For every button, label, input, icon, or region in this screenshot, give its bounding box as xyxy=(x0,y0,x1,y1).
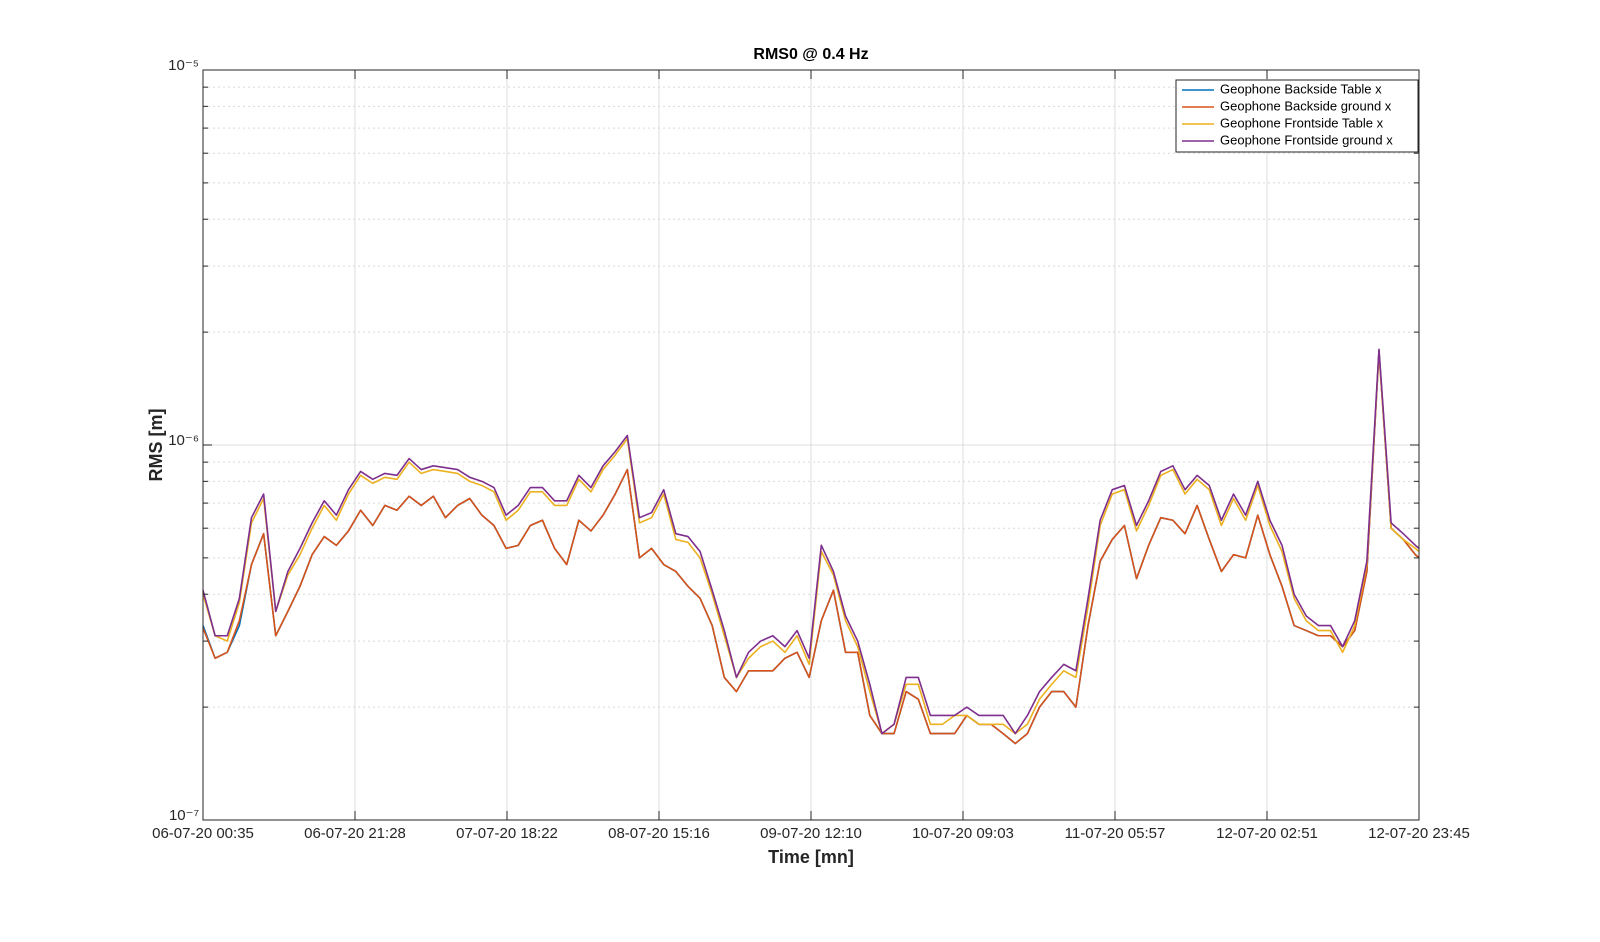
y-axis-label: RMS [m] xyxy=(146,409,166,482)
x-tick-label: 06-07-20 00:35 xyxy=(152,825,254,842)
legend-box xyxy=(1175,79,1419,153)
y-tick-label: 10⁻⁷ xyxy=(169,807,199,824)
legend-label: Geophone Frontside Table x xyxy=(1220,115,1384,130)
chart-title: RMS0 @ 0.4 Hz xyxy=(753,46,868,63)
x-tick-label: 11-07-20 05:57 xyxy=(1065,825,1166,842)
legend-label: Geophone Backside ground x xyxy=(1220,98,1392,113)
x-tick-label: 08-07-20 15:16 xyxy=(608,825,710,842)
axes: 10⁻⁷ 10⁻⁶ 10⁻⁵ 06-07-20 00:35 06-07-20 21:28… xyxy=(152,57,1470,842)
y-tick-label: 10⁻⁵ xyxy=(168,57,199,74)
x-tick-label: 07-07-20 18:22 xyxy=(456,825,558,842)
x-tick-label: 10-07-20 09:03 xyxy=(912,825,1014,842)
x-tick-label: 12-07-20 23:45 xyxy=(1368,825,1470,842)
series-line xyxy=(202,348,1420,735)
series-line xyxy=(202,350,1420,745)
x-tick-label: 12-07-20 02:51 xyxy=(1216,825,1318,842)
x-tick-label: 06-07-20 21:28 xyxy=(304,825,406,842)
plot-frame xyxy=(202,69,1420,821)
legend-label: Geophone Frontside ground x xyxy=(1220,132,1393,147)
legend: Geophone Backside Table x Geophone Backsi… xyxy=(1175,79,1419,153)
x-axis-label: Time [mn] xyxy=(768,847,854,867)
legend-label: Geophone Backside Table x xyxy=(1220,81,1382,96)
x-tick-label: 09-07-20 12:10 xyxy=(760,825,862,842)
y-tick-label: 10⁻⁶ xyxy=(168,432,199,449)
plot-lines xyxy=(202,348,1420,745)
